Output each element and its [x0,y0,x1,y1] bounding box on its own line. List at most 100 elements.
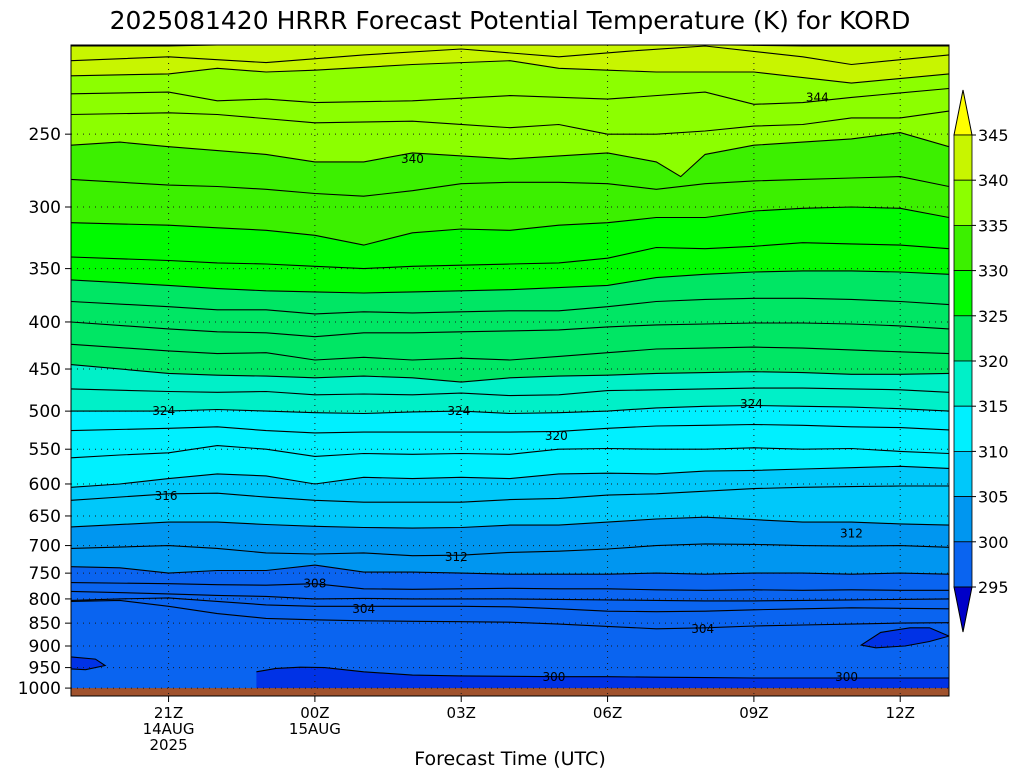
contour-line [256,666,949,679]
chart-title: 2025081420 HRRR Forecast Potential Tempe… [110,6,911,35]
contour-line [71,87,949,105]
contour-line [71,206,949,246]
contour-line [71,465,949,488]
contour-line [71,176,949,197]
contour-label-text: 300 [542,670,565,684]
colorbar-label: 305 [978,488,1009,507]
ground-surface [71,688,949,696]
temperature-band [71,424,949,458]
temperature-band [71,543,949,575]
temperature-band [71,322,949,360]
y-tick-label: 950 [29,659,61,679]
contour-line [71,110,949,135]
contour-label: 324 [447,404,470,418]
x-tick-label: 12Z [886,704,915,722]
colorbar-swatch [953,450,973,497]
colorbar-label: 295 [978,578,1009,597]
contour-line [71,599,949,630]
colorbar-swatch [953,134,973,181]
colorbar-label: 340 [978,171,1009,190]
colorbar-label: 345 [978,126,1009,145]
contour-labels: 344 340 324 324 324 320 316 312 312 308 304 304 300 3… [152,90,863,684]
contour-label-text: 300 [835,670,858,684]
contour-line [71,364,949,383]
plot-frame [70,44,950,697]
contour-label-text: 324 [740,397,763,411]
temperature-band [71,111,949,177]
temperature-band [71,591,949,612]
y-tick-label: 600 [29,475,61,495]
contour-label: 304 [352,602,375,616]
contour-label-text: 344 [806,90,829,104]
y-tick-label: 850 [29,614,61,634]
temperature-band [71,45,949,65]
y-tick-label: 450 [29,360,61,380]
colorbar-extend-top [953,89,973,136]
y-tick-label: 400 [29,313,61,333]
colorbar-label: 330 [978,262,1009,281]
contour-line [71,485,949,503]
contour-label-text: 312 [445,550,468,564]
colorbar-swatch [953,405,973,452]
contour-line [71,60,949,84]
contour-label-text: 312 [840,526,863,540]
contour-line [71,270,949,294]
colorbar-label: 315 [978,397,1009,416]
contour-line [71,564,949,575]
contour-label: 308 [303,577,326,591]
contour-line [859,627,949,649]
colorbar-label: 300 [978,533,1009,552]
colorbar-label: 320 [978,352,1009,371]
y-tick-label: 350 [29,260,61,280]
temperature-band [71,582,949,601]
colorbar-extend-bottom [953,586,973,633]
colorbar-swatch [953,224,973,271]
contour-line [71,656,107,671]
x-tick-label: 00Z 15AUG [289,704,341,738]
contour-line [71,543,949,557]
contour-line [71,582,949,591]
contour-label-text: 316 [155,489,178,503]
contour-line [71,423,949,434]
contour-label: 312 [445,550,468,564]
y-tick-label: 900 [29,637,61,657]
temperature-band [71,298,949,337]
colorbar-swatch [953,179,973,226]
temperature-band [71,486,949,529]
contour-label-text: 340 [401,152,424,166]
contour-label-text: 320 [545,429,568,443]
contour-label-text: 304 [352,602,375,616]
contour-line [71,45,949,66]
x-axis: 21Z 14AUG 2025 00Z 15AUG 03Z 06Z 09Z 12Z [143,696,915,754]
contour-label: 300 [542,670,565,684]
x-tick-label: 06Z [593,704,622,722]
temperature-band [71,176,949,246]
temperature-band [71,270,949,314]
contour-line [71,242,949,270]
temperature-band [71,517,949,556]
temperature-band [71,242,949,293]
colorbar-swatch [953,360,973,407]
y-tick-label: 300 [29,198,61,218]
contour-line [71,404,949,415]
y-tick-label: 650 [29,507,61,527]
x-tick-label: 09Z [739,704,768,722]
contour-label: 320 [545,429,568,443]
y-tick-label: 250 [29,125,61,145]
colorbar-label: 325 [978,307,1009,326]
x-tick-label: 03Z [447,704,476,722]
cold-pocket [71,656,106,696]
colorbar-label: 310 [978,442,1009,461]
temperature-band [71,46,949,84]
contour-line [71,132,949,178]
x-tick-label: 21Z 14AUG 2025 [143,704,195,754]
ground-fill [71,688,949,696]
contour-line [71,321,949,338]
colorbar-swatch [953,496,973,543]
colorbar-swatch [953,541,973,588]
temperature-band [71,132,949,197]
contour-line [71,343,949,361]
temperature-band [71,344,949,383]
x-axis-label: Forecast Time (UTC) [414,748,605,768]
